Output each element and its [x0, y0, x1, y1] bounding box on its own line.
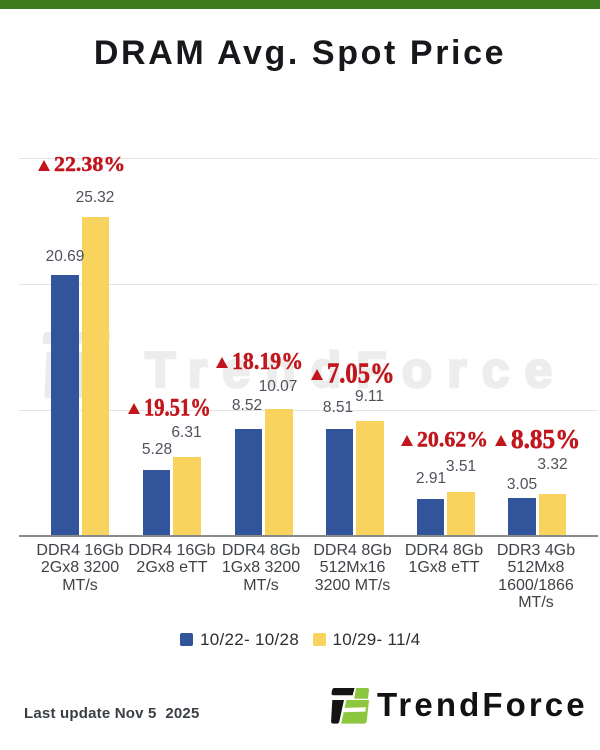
svg-text:TrendForce: TrendForce — [145, 342, 567, 398]
svg-text:TrendForce: TrendForce — [377, 686, 588, 723]
